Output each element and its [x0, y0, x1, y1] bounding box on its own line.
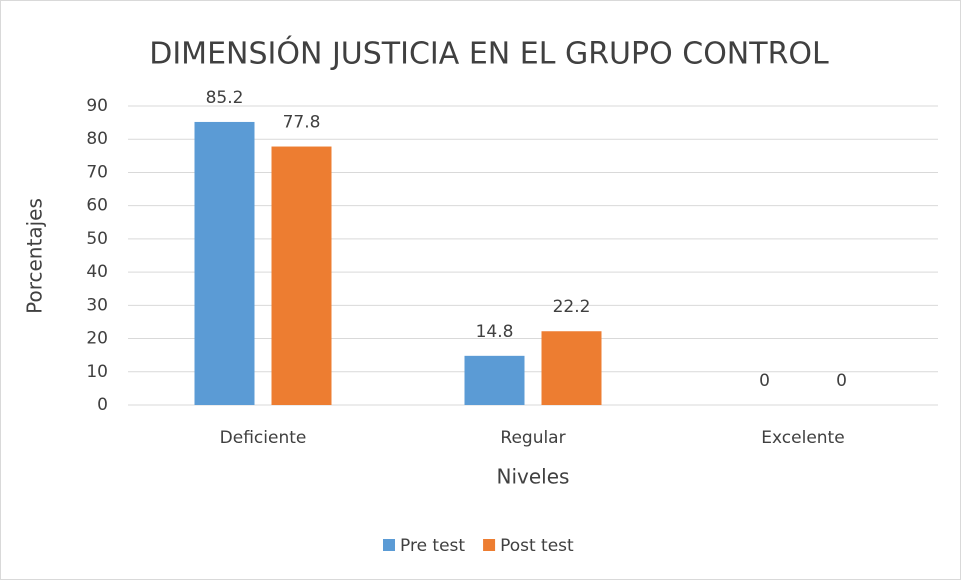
- data-label: 85.2: [206, 88, 244, 108]
- bar: [541, 331, 602, 405]
- data-label: 22.2: [553, 297, 591, 317]
- x-axis-label: Niveles: [497, 465, 570, 489]
- bar: [194, 121, 255, 406]
- y-tick-label: 30: [86, 295, 108, 315]
- bar: [464, 355, 525, 405]
- x-tick-label: Regular: [500, 428, 565, 448]
- y-axis-label: Porcentajes: [23, 198, 47, 314]
- data-label: 77.8: [283, 113, 321, 133]
- y-tick-label: 10: [86, 362, 108, 382]
- bar: [271, 146, 332, 405]
- legend-label: Post test: [500, 536, 574, 556]
- y-tick-label: 20: [86, 329, 108, 349]
- y-tick-label: 0: [97, 395, 108, 415]
- x-tick-label: Excelente: [761, 428, 844, 448]
- legend-swatch: [383, 539, 395, 551]
- y-tick-label: 60: [86, 196, 108, 216]
- data-label: 14.8: [476, 322, 514, 342]
- y-tick-label: 40: [86, 262, 108, 282]
- y-tick-label: 70: [86, 162, 108, 182]
- legend-swatch: [483, 539, 496, 551]
- y-tick-label: 50: [86, 229, 108, 249]
- legend-label: Pre test: [400, 536, 465, 556]
- x-tick-label: Deficiente: [220, 428, 307, 448]
- data-label: 0: [759, 371, 770, 391]
- chart-title: DIMENSIÓN JUSTICIA EN EL GRUPO CONTROL: [149, 35, 829, 72]
- data-label: 0: [836, 371, 847, 391]
- y-tick-label: 90: [86, 96, 108, 116]
- y-tick-label: 80: [86, 129, 108, 149]
